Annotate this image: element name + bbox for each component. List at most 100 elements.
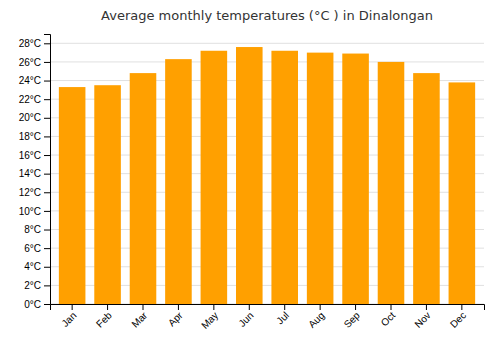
x-tick-mark — [284, 304, 285, 310]
y-tick-label: 20°C — [19, 112, 41, 123]
x-tick-mark — [178, 304, 179, 310]
y-tick: 26°C — [19, 57, 50, 68]
bar — [130, 73, 157, 304]
x-tick-mark — [355, 304, 356, 310]
y-tick-mark — [44, 155, 50, 156]
y-tick-label: 26°C — [19, 57, 41, 68]
y-axis: 0°C 2°C 4°C 6°C 8°C 10°C 12°C 14°C 16°C 18°C 20°C 2… — [19, 35, 51, 310]
x-tick-label: Jul — [274, 310, 291, 327]
x-tick: Mar — [129, 304, 149, 330]
y-tick: 28°C — [19, 38, 50, 49]
y-tick-label: 16°C — [19, 150, 41, 161]
x-tick: Jul — [274, 304, 291, 326]
bar — [201, 51, 228, 304]
y-tick-label: 24°C — [19, 75, 41, 86]
bars — [59, 47, 475, 304]
y-tick: 2°C — [24, 280, 50, 291]
y-tick-label: 14°C — [19, 168, 41, 179]
bar — [271, 51, 298, 304]
x-tick-label: Jan — [59, 310, 78, 329]
y-tick: 24°C — [19, 75, 50, 86]
x-tick: Jan — [59, 304, 78, 329]
x-tick-label: Apr — [166, 309, 185, 328]
x-tick-label: Mar — [129, 309, 149, 329]
bar — [236, 47, 263, 304]
y-tick-label: 8°C — [24, 224, 41, 235]
y-tick-mark — [44, 174, 50, 175]
x-tick-label: Sep — [342, 309, 363, 330]
bar — [378, 62, 405, 304]
y-tick-mark — [44, 81, 50, 82]
x-tick-mark — [107, 304, 108, 310]
y-tick: 12°C — [19, 187, 50, 198]
y-tick-mark — [44, 136, 50, 137]
y-tick: 4°C — [24, 261, 50, 272]
x-tick: Jun — [236, 304, 255, 329]
x-tick: Nov — [412, 304, 432, 330]
y-tick: 20°C — [19, 112, 50, 123]
y-tick-mark — [44, 192, 50, 193]
x-tick: Apr — [166, 304, 185, 328]
x-tick: Oct — [379, 304, 398, 328]
x-tick-mark — [320, 304, 321, 310]
x-tick-label: Jun — [236, 310, 255, 329]
y-tick: 22°C — [19, 94, 50, 105]
y-tick-label: 28°C — [19, 38, 41, 49]
y-tick-mark — [44, 99, 50, 100]
plot-area: 0°C 2°C 4°C 6°C 8°C 10°C 12°C 14°C 16°C 18°C 20°C 2… — [19, 35, 485, 331]
x-tick-mark — [72, 304, 73, 310]
y-tick: 16°C — [19, 150, 50, 161]
y-tick-mark — [44, 230, 50, 231]
x-tick-label: Feb — [94, 309, 114, 329]
y-tick-mark — [44, 248, 50, 249]
bar — [307, 53, 334, 304]
y-tick-label: 4°C — [24, 261, 41, 272]
y-tick-mark — [44, 118, 50, 119]
y-tick: 10°C — [19, 206, 50, 217]
y-tick-label: 12°C — [19, 187, 41, 198]
grid-line — [50, 43, 484, 44]
y-tick-mark — [44, 211, 50, 212]
y-tick-mark — [44, 43, 50, 44]
x-tick-mark — [391, 304, 392, 310]
y-tick-label: 6°C — [24, 243, 41, 254]
bar — [94, 85, 121, 304]
title: Average monthly temperatures (°C ) in Di… — [101, 8, 433, 23]
x-tick-mark — [213, 304, 214, 310]
x-tick: Feb — [94, 304, 114, 330]
grid — [50, 43, 484, 304]
y-tick-mark — [44, 285, 50, 286]
x-tick: Aug — [306, 304, 326, 330]
y-tick-label: 10°C — [19, 206, 41, 217]
y-tick-label: 0°C — [24, 299, 41, 310]
bar — [59, 87, 86, 304]
bar — [165, 59, 192, 304]
x-tick-label: Dec — [448, 310, 468, 330]
x-tick-label: Aug — [306, 310, 326, 330]
x-tick: Sep — [342, 304, 363, 330]
y-tick-label: 2°C — [24, 280, 41, 291]
x-axis: Jan Feb Mar Apr May Jun Jul Aug Sep Oct Nov Dec — [51, 304, 485, 331]
chart: 0°C 2°C 4°C 6°C 8°C 10°C 12°C 14°C 16°C 18°C 20°C 2… — [0, 0, 500, 350]
y-tick: 8°C — [24, 224, 50, 235]
x-tick-mark — [143, 304, 144, 310]
bar — [342, 54, 369, 304]
x-tick-label: Nov — [412, 310, 432, 330]
y-tick: 0°C — [24, 299, 50, 310]
x-tick-mark — [461, 304, 462, 310]
x-tick-label: Oct — [379, 310, 398, 329]
y-tick: 18°C — [19, 131, 50, 142]
x-axis-line — [51, 305, 485, 311]
y-tick-mark — [44, 267, 50, 268]
y-tick: 6°C — [24, 243, 50, 254]
grid-line — [50, 61, 484, 62]
x-tick-mark — [249, 304, 250, 310]
y-tick-label: 18°C — [19, 131, 41, 142]
x-tick-mark — [426, 304, 427, 310]
x-tick-label: May — [199, 310, 220, 331]
x-tick: Dec — [448, 304, 468, 330]
bar — [413, 73, 440, 304]
y-tick: 14°C — [19, 168, 50, 179]
x-tick: May — [199, 304, 220, 331]
y-axis-line — [44, 35, 51, 305]
